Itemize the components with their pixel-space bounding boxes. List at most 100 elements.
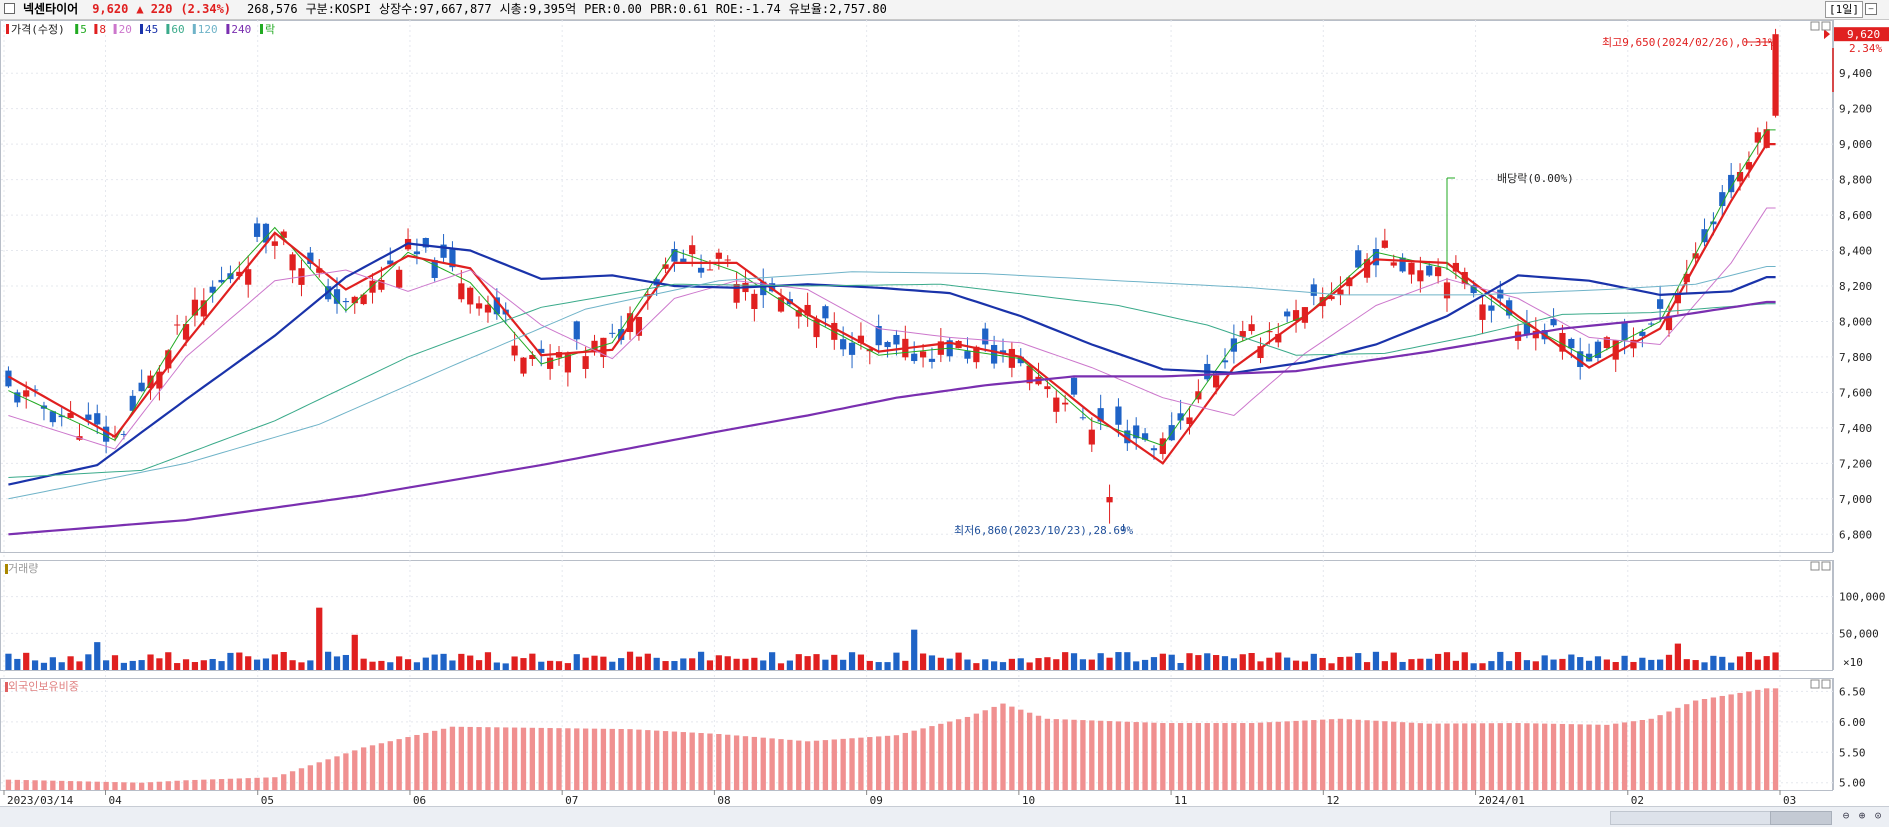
legend-label: 가격(수정): [11, 23, 65, 36]
candle-body: [1443, 282, 1451, 299]
candle-body: [1106, 497, 1113, 503]
last-pct-label: 2.34%: [1849, 42, 1882, 55]
candle-body: [529, 355, 536, 360]
minimize-icon[interactable]: –: [1865, 3, 1877, 15]
volume-bar: [1221, 656, 1229, 670]
x-tick-label: 07: [565, 794, 578, 806]
candle-body: [1310, 284, 1317, 296]
foreign-bar: [405, 737, 411, 790]
last-price-box: [1834, 27, 1889, 42]
candle-body: [600, 337, 607, 358]
scroll-track[interactable]: [1610, 811, 1772, 825]
candle-body: [689, 245, 696, 255]
period-selector[interactable]: [1일]: [1825, 1, 1863, 18]
foreign-bar: [396, 739, 402, 790]
volume-bar: [156, 658, 163, 670]
volume-bar: [76, 661, 83, 670]
candle-body: [182, 324, 190, 340]
candle-body: [733, 283, 740, 303]
volume-bar: [1639, 657, 1646, 670]
volume-bar: [1461, 652, 1468, 670]
foreign-bar: [378, 743, 385, 790]
volume-bar: [85, 654, 92, 670]
volume-bar: [1124, 652, 1131, 670]
volume-bar: [449, 660, 456, 670]
foreign-bar: [716, 734, 722, 790]
foreign-bar: [1604, 724, 1610, 790]
price-change: ▲ 220: [136, 2, 173, 16]
zoom-reset-icon[interactable]: ⊙: [1874, 809, 1882, 822]
foreign-bar: [1701, 699, 1708, 790]
foreign-bar: [911, 730, 917, 790]
volume-bar: [1736, 656, 1744, 670]
ma-line-120: [8, 266, 1776, 500]
foreign-bar: [449, 726, 456, 790]
candle-body: [715, 252, 722, 259]
candle-body: [662, 264, 669, 269]
foreign-bar: [1746, 691, 1752, 790]
volume-bar: [369, 661, 376, 670]
volume-unit-label: ×10: [1843, 656, 1863, 669]
volume-bar: [902, 660, 909, 670]
y-tick-label: 8,200: [1839, 280, 1872, 293]
foreign-bar: [947, 721, 953, 790]
foreign-title-swatch: [5, 682, 8, 692]
volume-bar: [1692, 660, 1699, 670]
candle-body: [1292, 310, 1300, 321]
zoom-in-icon[interactable]: ⊕: [1858, 809, 1866, 822]
volume-bar: [697, 651, 705, 670]
foreign-bar: [130, 782, 136, 790]
candle-body: [1266, 331, 1273, 333]
volume-bar: [564, 663, 571, 670]
x-tick-label: 05: [261, 794, 274, 806]
volume-bar: [58, 662, 65, 670]
volume-bar: [1657, 659, 1664, 670]
foreign-bar: [538, 727, 544, 790]
zoom-out-icon[interactable]: ⊖: [1842, 809, 1850, 822]
select-checkbox[interactable]: [4, 3, 15, 14]
scroll-thumb[interactable]: [1770, 811, 1832, 825]
foreign-bar: [1044, 718, 1051, 790]
foreign-bar: [192, 779, 198, 790]
volume-bar: [493, 662, 500, 670]
candle-body: [1701, 229, 1708, 243]
volume-bar: [919, 653, 927, 670]
foreign-bar: [254, 777, 260, 790]
legend-swatch: [166, 24, 170, 34]
candle-body: [1328, 296, 1335, 300]
foreign-bar: [121, 782, 127, 790]
candle-body: [1710, 221, 1717, 225]
panel-button: [1810, 21, 1820, 31]
foreign-bar: [156, 781, 163, 790]
foreign-bar: [1444, 723, 1450, 790]
foreign-bar: [183, 780, 189, 790]
foreign-bar: [787, 739, 793, 790]
foreign-bar: [955, 719, 962, 790]
volume-bar: [253, 659, 261, 670]
volume-bar: [1710, 655, 1717, 670]
foreign-bar: [600, 728, 607, 790]
foreign-bar: [334, 756, 340, 790]
volume-bar: [1674, 643, 1681, 670]
foreign-bar: [1124, 721, 1130, 790]
foreign-bar: [680, 732, 686, 790]
volume-bar: [1186, 653, 1193, 670]
x-tick-label: 02: [1631, 794, 1644, 806]
volume-bar: [1372, 651, 1380, 670]
volume-bar: [1719, 656, 1726, 670]
volume-bar: [182, 659, 190, 670]
candle-body: [1221, 360, 1229, 363]
volume-bar: [733, 658, 740, 670]
candle-body: [289, 254, 296, 271]
volume-bar: [555, 661, 563, 670]
volume-bar: [129, 660, 136, 670]
volume-bar: [1097, 653, 1104, 670]
chart-scrollbar[interactable]: ⊖ ⊕ ⊙: [0, 806, 1889, 827]
volume-bar: [1026, 662, 1033, 670]
volume-bar: [822, 659, 829, 670]
foreign-bar: [1009, 706, 1015, 790]
foreign-bar: [1257, 722, 1264, 790]
foreign-bar: [840, 738, 846, 790]
volume-bar: [715, 655, 722, 670]
volume-bar: [325, 651, 332, 670]
